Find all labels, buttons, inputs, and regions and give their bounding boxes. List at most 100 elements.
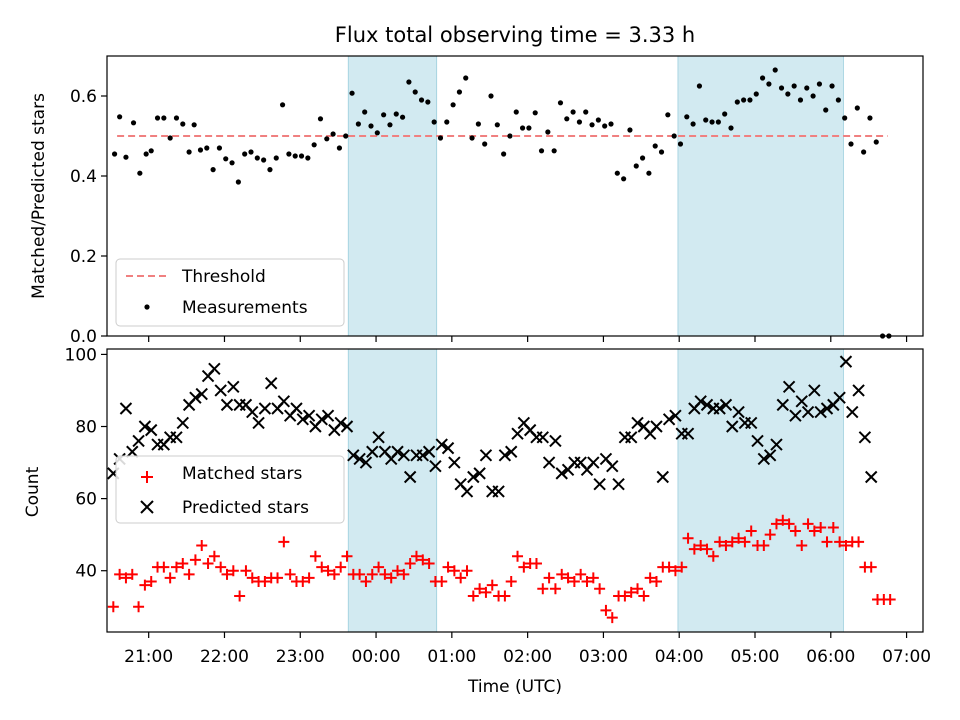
measurement-point (551, 148, 557, 154)
measurement-point (759, 75, 766, 81)
predicted-star-point (505, 445, 518, 458)
measurement-point (766, 81, 772, 87)
y-tick-label: 0.6 (70, 87, 97, 107)
matched-star-point (537, 583, 549, 595)
predicted-star-point (612, 477, 625, 491)
measurement-point (456, 89, 463, 95)
measurement-point (273, 155, 279, 161)
predicted-star-point (422, 445, 436, 458)
matched-star-point (770, 518, 782, 530)
measurement-point (154, 115, 161, 121)
measurement-point (633, 163, 639, 169)
matched-star-point (114, 568, 126, 580)
predicted-star-point (189, 391, 202, 404)
matched-star-point (341, 550, 353, 562)
predicted-star-point (593, 477, 606, 491)
measurement-point (254, 155, 260, 161)
measurement-point (545, 129, 551, 135)
measurement-point (197, 147, 204, 153)
measurement-point (677, 141, 684, 147)
predicted-star-point (176, 416, 189, 430)
measurement-point (336, 145, 343, 151)
predicted-star-point (391, 445, 404, 458)
predicted-star-point (246, 405, 259, 419)
predicted-star-point (650, 420, 663, 433)
matched-star-point (644, 572, 656, 584)
measurement-point (747, 97, 753, 103)
matched-star-point (120, 572, 132, 584)
top-legend-box (115, 258, 345, 327)
predicted-star-point (770, 438, 783, 451)
predicted-star-point (694, 395, 707, 408)
shaded-interval (677, 348, 844, 633)
measurement-point (861, 149, 867, 155)
measurement-point (804, 85, 810, 91)
measurement-point (399, 114, 406, 120)
predicted-star-point (435, 438, 448, 451)
matched-star-point (638, 590, 650, 602)
matched-star-point (789, 525, 801, 537)
measurement-point (317, 116, 324, 122)
x-tick-label: 06:00 (806, 647, 855, 667)
predicted-star-point (460, 485, 474, 498)
measurement-point (368, 123, 374, 129)
predicted-star-point (220, 398, 234, 412)
measurement-point (646, 170, 652, 176)
matched-star-point (177, 558, 189, 570)
predicted-star-point (416, 449, 429, 462)
matched-star-point (840, 539, 852, 551)
matched-star-point (619, 590, 631, 602)
measurement-point (564, 116, 570, 122)
bottom-legend-matched-label: Matched stars (182, 464, 302, 484)
predicted-star-point (549, 434, 562, 448)
predicted-star-point (745, 416, 758, 430)
measurement-point (387, 122, 393, 128)
x-tick-label: 22:00 (200, 647, 249, 667)
matched-star-point (676, 561, 688, 573)
measurement-point (267, 167, 273, 173)
measurement-point (709, 119, 715, 125)
matched-star-point (650, 576, 662, 588)
measurement-point (488, 93, 494, 99)
figure-title: Flux total observing time = 3.33 h (335, 23, 695, 47)
predicted-star-point (820, 402, 834, 415)
predicted-star-point (265, 377, 278, 390)
matched-star-point (373, 561, 385, 573)
matched-star-point (183, 568, 195, 580)
bottom-panel-yticks: 40 60 80 100 (65, 345, 107, 582)
measurement-point (734, 99, 740, 105)
measurement-point (137, 170, 143, 176)
predicted-star-point (751, 434, 764, 448)
bottom-legend-predicted-label: Predicted stars (182, 498, 309, 518)
shaded-interval (677, 55, 844, 337)
matched-star-point (423, 558, 435, 570)
matched-star-point (448, 565, 460, 577)
matched-star-point (170, 561, 182, 573)
predicted-star-point (214, 384, 227, 397)
matched-star-point (726, 536, 738, 548)
predicted-star-point (119, 402, 133, 415)
measurement-point (242, 151, 248, 157)
matched-star-point (505, 576, 517, 588)
predicted-star-point (138, 420, 152, 433)
predicted-star-point (315, 413, 328, 426)
predicted-star-point (700, 398, 714, 412)
matched-star-point (562, 572, 574, 584)
predicted-star-point (347, 449, 360, 462)
predicted-star-point (865, 470, 878, 484)
predicted-star-point (713, 402, 726, 415)
measurement-point (684, 114, 690, 120)
measurement-point (848, 141, 854, 147)
measurement-point (117, 114, 123, 120)
top-panel-shading (347, 55, 844, 337)
predicted-star-point (625, 431, 638, 444)
x-tick-label: 05:00 (731, 647, 780, 667)
measurement-point (621, 176, 627, 182)
measurement-point (393, 111, 399, 117)
matched-star-point (581, 576, 593, 588)
predicted-star-point (726, 420, 739, 433)
measurement-point (450, 102, 456, 108)
bottom-panel-ylabel: Count (23, 466, 43, 517)
measurement-point (532, 110, 538, 116)
predicted-star-point (353, 452, 366, 466)
